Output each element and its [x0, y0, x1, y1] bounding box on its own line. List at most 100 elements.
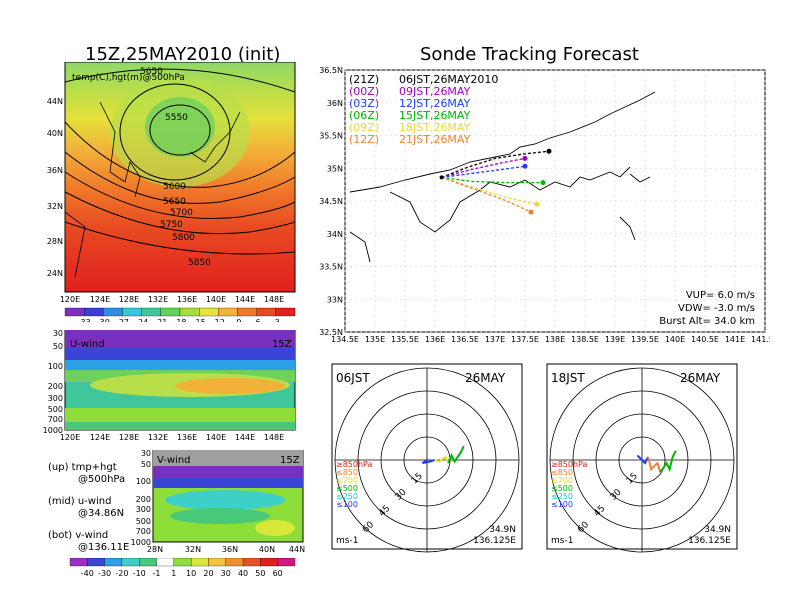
sonde-tracks [439, 148, 552, 215]
lon-label: 139E [605, 335, 625, 344]
lat-label: 44N [289, 545, 305, 554]
lat-label: 40N [259, 545, 275, 554]
legend-text: 12JST,26MAY [399, 97, 471, 110]
colorbar-swatch [84, 307, 104, 317]
sonde-track-map: 36.5N 36N 35.5N 35N 34.5N 34N 33.5N 33N 32.5N 13… [319, 66, 770, 344]
lon-label: 141E [725, 335, 745, 344]
hodo-date: 26MAY [465, 371, 506, 385]
lon-label: 144E [235, 433, 255, 442]
track-endpoint [522, 163, 528, 169]
hodo-time: 18JST [551, 371, 585, 385]
colorbar-label: -30 [98, 569, 111, 578]
colorbar-swatch [87, 558, 105, 567]
colorbar-label: 60 [273, 569, 283, 578]
colorbar-label: -40 [81, 569, 94, 578]
lon-label: 144E [235, 295, 255, 304]
lon-label: 136E [425, 335, 445, 344]
legend-code: (06Z) [349, 109, 379, 122]
lat-label: 33.5N [319, 263, 343, 272]
v-wind-section: V-wind 15Z 30 50 100 200 300 500 700 100… [131, 450, 305, 554]
legend-code: (00Z) [349, 85, 379, 98]
colorbar-swatch [121, 558, 140, 567]
track-line [441, 176, 532, 213]
lat-label: 28N [47, 237, 63, 246]
colorbar-label: -6 [253, 318, 261, 322]
lat-label: 35N [327, 164, 343, 173]
legend-text: 21JST,26MAY [399, 133, 471, 146]
lat-label: 34N [327, 230, 343, 239]
wind-colorbar: -40 -30 -20 -10 -1 1 10 20 30 40 50 60 [69, 558, 296, 578]
colorbar-swatch [139, 558, 157, 567]
vdw-param: VDW= -3.0 m/s [678, 303, 755, 314]
lon-label: 148E [264, 433, 284, 442]
level-legend: ≤850 [336, 468, 358, 477]
lon-label: 136E [177, 295, 197, 304]
lon-label: 148E [264, 295, 284, 304]
v-wind-label: V-wind [157, 455, 191, 466]
lon-label: 135.5E [391, 335, 419, 344]
contour-label: 5650 [140, 67, 163, 77]
legend-code: (09Z) [349, 121, 379, 134]
colorbar-swatch [191, 558, 209, 567]
contour-label: 5700 [170, 208, 193, 218]
colorbar-label: -18 [173, 318, 186, 322]
lon-label: 132E [148, 433, 168, 442]
legend-code: (21Z) [349, 73, 379, 86]
lat-label: 44N [47, 97, 63, 106]
colorbar-label: 20 [203, 569, 213, 578]
lat-label: 34.5N [319, 197, 343, 206]
hodo-unit: ms-1 [551, 536, 573, 546]
lon-label: 135E [365, 335, 385, 344]
p-label: 100 [136, 477, 151, 486]
lon-label: 136E [177, 433, 197, 442]
contour-label: 5750 [160, 220, 183, 230]
hodograph-line [659, 450, 677, 473]
level-legend: ≤700 [551, 476, 573, 485]
colorbar-label: -21 [154, 318, 167, 322]
contour-label: 5650 [163, 197, 186, 207]
track-line [441, 176, 543, 184]
lon-label: 140E [206, 433, 226, 442]
note-bot-level: @136.11E [78, 542, 130, 553]
level-legend: ≤250 [336, 492, 358, 501]
legend-text: 06JST,26MAY2010 [399, 73, 498, 86]
track-endpoint [546, 148, 552, 154]
v-wind-time: 15Z [280, 455, 300, 466]
lat-label: 40N [47, 129, 63, 138]
colorbar-label: -20 [115, 569, 128, 578]
lon-label: 124E [90, 433, 110, 442]
lat-label: 28N [147, 545, 163, 554]
hodograph-line [647, 456, 662, 473]
p-label: 50 [53, 342, 63, 351]
contour-label: 5600 [163, 182, 186, 192]
lat-label: 32.5N [319, 328, 343, 337]
colorbar-swatch [179, 307, 200, 317]
hodo-unit: ms-1 [336, 536, 358, 546]
hodo-lon: 136.125E [688, 536, 731, 546]
contour-label: 5850 [188, 258, 211, 268]
hodo-lon: 136.125E [473, 536, 516, 546]
lon-label: 128E [119, 295, 139, 304]
colorbar-swatch [141, 307, 161, 317]
colorbar-label: -10 [133, 569, 146, 578]
p-label: 500 [136, 517, 151, 526]
lon-label: 138E [545, 335, 565, 344]
hodo-time: 06JST [336, 371, 370, 385]
lon-label: 124E [90, 295, 110, 304]
p-label: 200 [48, 382, 63, 391]
colorbar-swatch [156, 558, 174, 567]
lat-label: 36N [222, 545, 238, 554]
temperature-colorbar: -33 -30 -27 -24 -21 -18 -15 -12 -9 -6 -3 [64, 307, 296, 322]
legend-text: 18JST,26MAY [399, 121, 471, 134]
track-line [441, 150, 550, 179]
p-label: 50 [141, 460, 151, 469]
hodo-date: 26MAY [680, 371, 721, 385]
lon-label: 141.5E [751, 335, 770, 344]
colorbar-label: 50 [255, 569, 265, 578]
p-label: 30 [141, 450, 151, 458]
lat-label: 36N [327, 99, 343, 108]
legend-text: 15JST,26MAY [399, 109, 471, 122]
lat-label: 36.5N [319, 66, 343, 75]
